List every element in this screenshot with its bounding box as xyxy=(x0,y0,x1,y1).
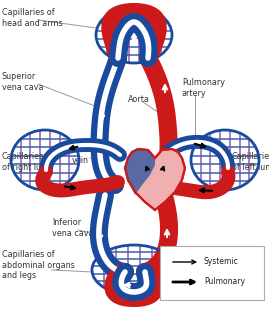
Text: Capillaries
of right lung: Capillaries of right lung xyxy=(2,152,51,172)
Ellipse shape xyxy=(92,245,176,295)
Polygon shape xyxy=(125,149,185,210)
Text: Inferior
vena cava: Inferior vena cava xyxy=(52,218,94,238)
Text: Pulmonary
vein: Pulmonary vein xyxy=(72,145,115,165)
Ellipse shape xyxy=(191,130,259,190)
Text: Pulmonary
artery: Pulmonary artery xyxy=(182,78,225,98)
Text: Capillaries
of left lung: Capillaries of left lung xyxy=(232,152,269,172)
Text: Capillaries of
abdominal organs
and legs: Capillaries of abdominal organs and legs xyxy=(2,250,75,280)
Text: Systemic: Systemic xyxy=(204,258,239,267)
Text: Capillaries of
head and arms: Capillaries of head and arms xyxy=(2,8,63,28)
Text: Superior
vena cava: Superior vena cava xyxy=(2,72,44,92)
Text: Pulmonary: Pulmonary xyxy=(204,277,245,286)
Ellipse shape xyxy=(96,7,172,63)
FancyBboxPatch shape xyxy=(160,246,264,300)
Ellipse shape xyxy=(11,130,79,190)
Polygon shape xyxy=(125,149,155,195)
Text: Aorta: Aorta xyxy=(128,95,150,104)
